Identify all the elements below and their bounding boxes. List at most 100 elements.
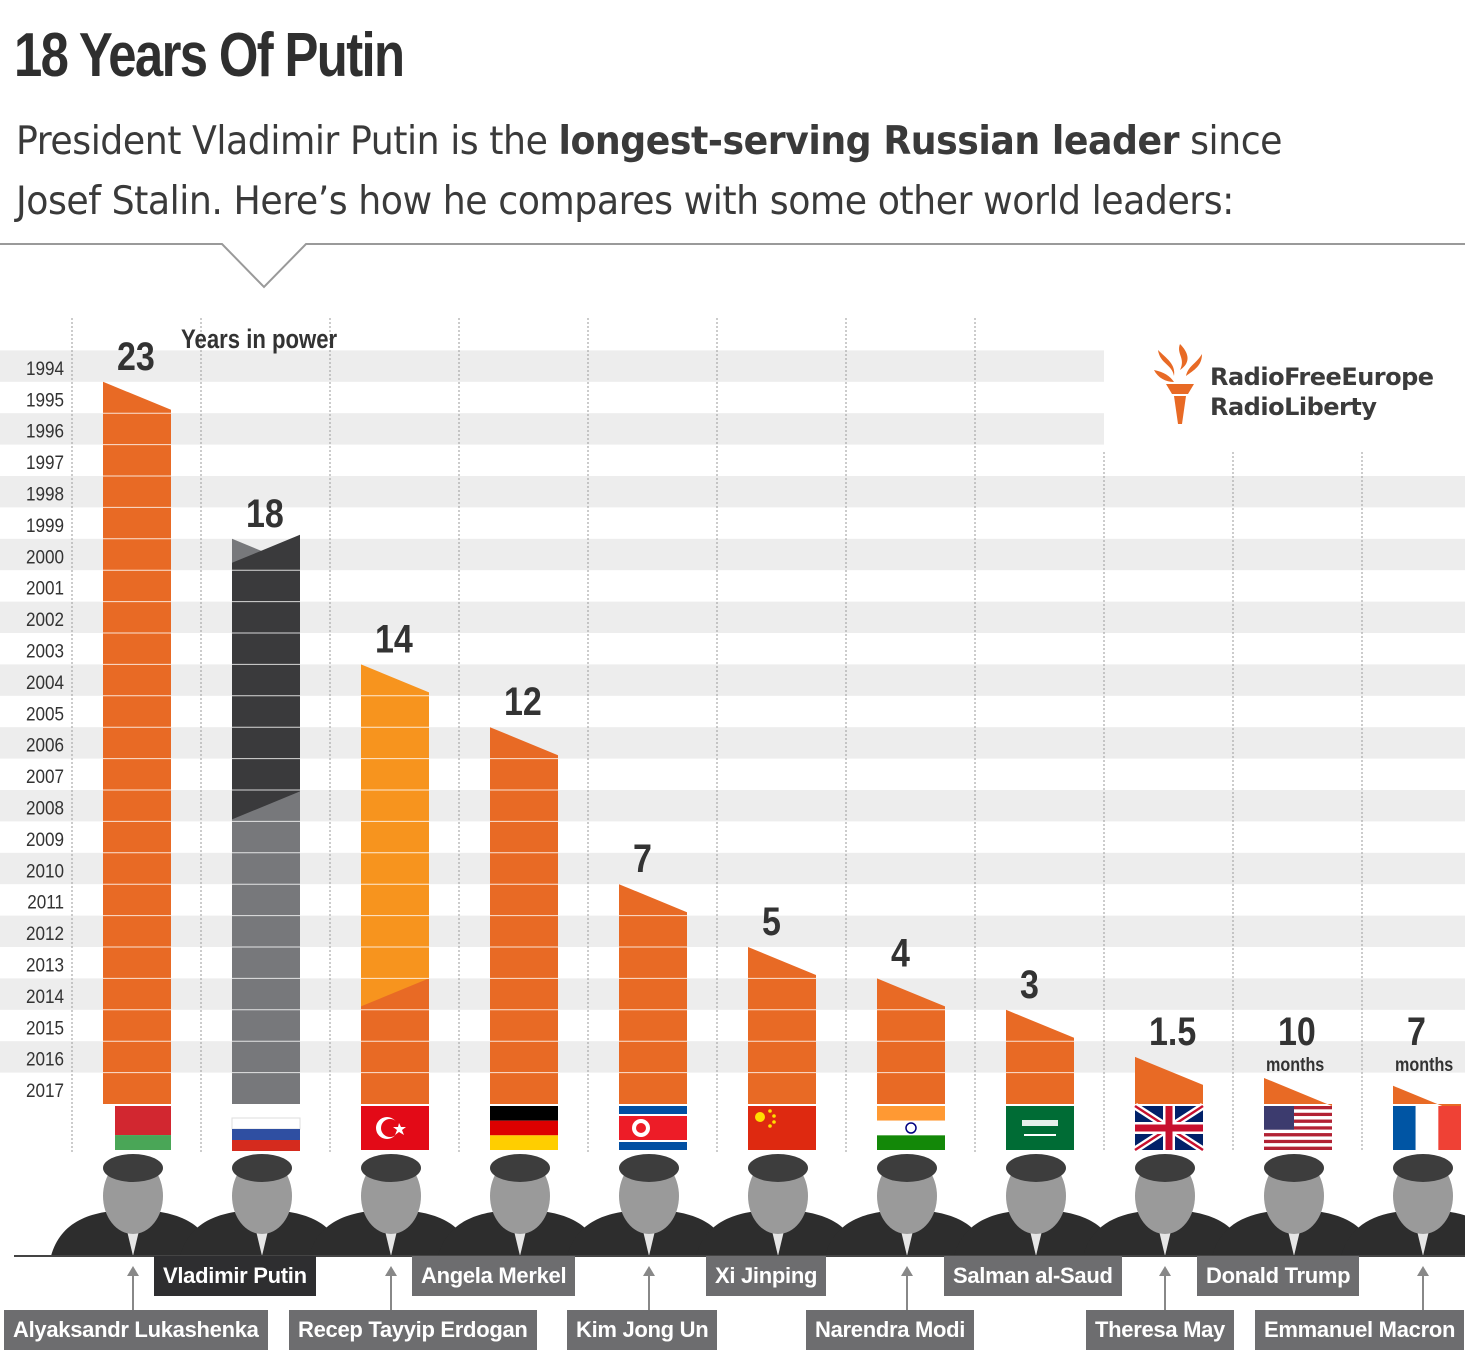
year-tick-label: 2011 <box>27 892 64 913</box>
bar <box>1006 1009 1074 1104</box>
rferl-logo: RadioFreeEurope RadioLiberty <box>1152 340 1452 430</box>
portrait-hair <box>232 1154 292 1182</box>
header-divider <box>0 243 1465 289</box>
flag-russia <box>231 1117 301 1151</box>
portrait <box>51 1154 215 1256</box>
year-tick-label: 2012 <box>26 923 64 944</box>
year-tick-label: 2007 <box>26 766 64 787</box>
band <box>0 915 1465 947</box>
name-label-kim-jong-un: Kim Jong Un <box>567 1310 718 1350</box>
portrait-hair <box>490 1154 550 1182</box>
name-label-xi-jinping: Xi Jinping <box>706 1256 827 1296</box>
flag-france <box>1393 1106 1461 1150</box>
year-tick-label: 2016 <box>26 1049 64 1070</box>
portrait <box>954 1154 1118 1256</box>
band <box>0 727 1465 759</box>
portraits <box>14 1154 1465 1257</box>
portrait-hair <box>1006 1154 1066 1182</box>
bar <box>103 381 171 1104</box>
band <box>0 476 1465 508</box>
flag-turkey <box>361 1106 429 1150</box>
portrait-hair <box>103 1154 163 1182</box>
year-tick-label: 2008 <box>26 798 64 819</box>
year-axis: 1994 1995 1996 1997 1998 1999 2000 2001 2002 2003… <box>26 358 64 1101</box>
page-subtitle: President Vladimir Putin is the longest-… <box>16 112 1318 232</box>
portrait <box>1341 1154 1465 1256</box>
year-tick-label: 2005 <box>26 703 64 724</box>
bar-value-unit: months <box>1395 1054 1453 1076</box>
portrait-hair <box>1393 1154 1453 1182</box>
subtitle-text: President Vladimir Putin is the <box>16 119 559 164</box>
year-tick-label: 1996 <box>26 421 64 442</box>
flags <box>103 1103 1461 1153</box>
year-tick-label: 2013 <box>26 955 64 976</box>
name-label-narendra-modi: Narendra Modi <box>806 1310 975 1350</box>
year-tick-label: 2010 <box>26 860 64 881</box>
subtitle-emphasis: longest-serving Russian leader <box>558 119 1180 164</box>
column-dividers <box>71 318 1363 1152</box>
portrait-hair <box>1135 1154 1195 1182</box>
subtitle-text-end: since Josef Stalin. Here’s how he compar… <box>16 119 1283 224</box>
portrait-hair <box>361 1154 421 1182</box>
logo-line-1: RadioFreeEurope <box>1210 363 1434 391</box>
bar <box>1264 1077 1332 1106</box>
name-label-donald-trump: Donald Trump <box>1197 1256 1360 1296</box>
band <box>0 413 1104 445</box>
bar-value-label: 23 <box>117 333 155 378</box>
flag-north-korea <box>619 1106 687 1150</box>
bars <box>103 381 1461 1114</box>
band <box>0 601 1465 633</box>
name-label-recep-tayyip-erdogan: Recep Tayyip Erdogan <box>289 1310 537 1350</box>
flag-germany <box>490 1106 558 1150</box>
name-label-angela-merkel: Angela Merkel <box>412 1256 576 1296</box>
name-label-alyaksandr-lukashenka: Alyaksandr Lukashenka <box>4 1310 268 1350</box>
bar-value-label: 3 <box>1020 961 1039 1006</box>
portrait <box>438 1154 602 1256</box>
arrow-head <box>385 1266 397 1276</box>
band <box>0 350 1104 382</box>
bar-putin-president-segment <box>232 534 300 820</box>
page-title: 18 Years Of Putin <box>14 21 405 90</box>
bar-value-label: 7 <box>1407 1008 1426 1053</box>
arrow-head <box>1159 1266 1171 1276</box>
year-tick-label: 2001 <box>26 578 64 599</box>
unit-caption: Years in power <box>181 325 338 355</box>
logo-wordmark: RadioFreeEurope RadioLiberty <box>1210 362 1434 422</box>
band <box>0 664 1465 696</box>
year-tick-label: 1999 <box>26 515 64 536</box>
bar-value-label: 5 <box>762 898 781 943</box>
year-tick-label: 1994 <box>26 358 64 379</box>
grid-bands <box>0 350 1465 1073</box>
year-tick-label: 2000 <box>26 546 64 567</box>
portrait-hair <box>877 1154 937 1182</box>
year-tick-label: 2017 <box>26 1080 64 1101</box>
portrait-hair <box>1264 1154 1324 1182</box>
year-tick-label: 2009 <box>26 829 64 850</box>
bar-value-label: 4 <box>891 930 910 975</box>
year-tick-label: 1997 <box>26 452 64 473</box>
band <box>0 852 1465 885</box>
bar <box>748 947 816 1104</box>
flag-saudi-arabia <box>1006 1106 1074 1150</box>
name-label-theresa-may: Theresa May <box>1086 1310 1234 1350</box>
flag-belarus <box>103 1106 171 1150</box>
arrow-head <box>643 1266 655 1276</box>
arrow-head <box>1417 1266 1429 1276</box>
year-tick-label: 1995 <box>26 389 64 410</box>
year-tick-label: 2002 <box>26 609 64 630</box>
flag-china <box>748 1106 816 1150</box>
torch-icon <box>1154 344 1202 424</box>
label-arrows <box>127 1266 1429 1312</box>
divider-line <box>0 243 1465 289</box>
name-label-emmanuel-macron: Emmanuel Macron <box>1255 1310 1465 1350</box>
flag-united-kingdom <box>1133 1103 1205 1153</box>
arrow-head <box>127 1266 139 1276</box>
bar-value-label: 14 <box>375 616 413 661</box>
band <box>0 1041 1465 1073</box>
portrait-hair <box>748 1154 808 1182</box>
year-tick-label: 2014 <box>26 986 64 1007</box>
name-label-vladimir-putin: Vladimir Putin <box>154 1256 316 1296</box>
bar <box>619 884 687 1104</box>
year-tick-label: 2004 <box>26 672 64 693</box>
